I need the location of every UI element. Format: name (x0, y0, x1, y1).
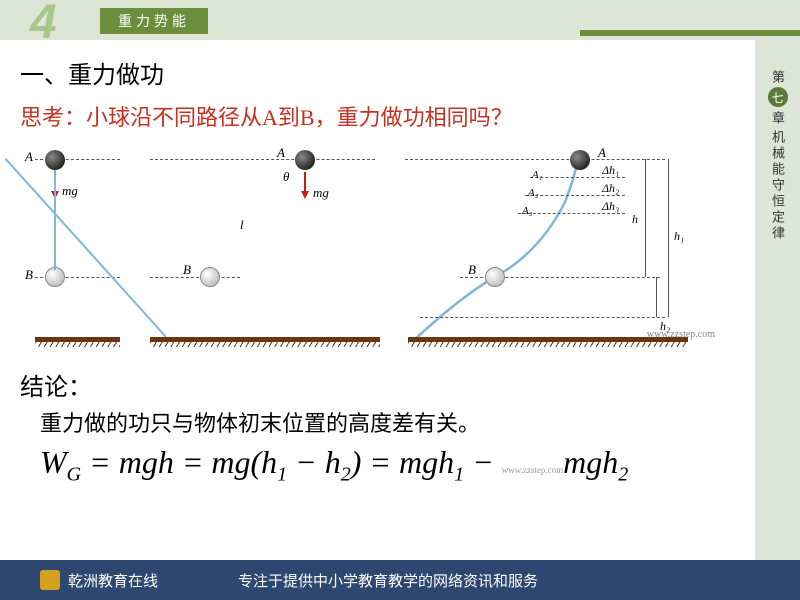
main-area: 一、重力做功 思考：小球沿不同路径从A到B，重力做功相同吗？ A mg B (0, 40, 800, 560)
content-area: 一、重力做功 思考：小球沿不同路径从A到B，重力做功相同吗？ A mg B (0, 40, 755, 560)
label-a1: A₁ (532, 169, 543, 181)
label-a: A (25, 149, 33, 165)
watermark: www.zzstep.com (647, 329, 715, 340)
label-l: l (240, 217, 244, 233)
side-label-bottom: 机械能守恒定律 (768, 130, 787, 242)
label-mg: mg (313, 185, 329, 201)
conclusion-text: 重力做的功只与物体初末位置的高度差有关。 (40, 406, 735, 438)
label-a: A (598, 145, 606, 161)
chapter-title: 重力势能 (100, 8, 208, 34)
footer-tagline: 专注于提供中小学教育教学的网络资讯和服务 (238, 570, 538, 591)
label-mg: mg (62, 183, 78, 199)
sidebar: 第 七 章 机械能守恒定律 (755, 40, 800, 560)
question-text: 思考：小球沿不同路径从A到B，重力做功相同吗？ (20, 100, 735, 132)
label-theta: θ (283, 169, 289, 185)
label-a2: A₂ (528, 187, 539, 199)
conclusion-label: 结论： (20, 367, 735, 402)
diagram-incline: A mg θ B l (145, 147, 385, 347)
footer-logo-icon (40, 570, 60, 590)
label-a: A (277, 145, 285, 161)
header-stripe (580, 30, 800, 36)
side-label-top: 第 (768, 70, 787, 83)
diagram-curve: A B A₁ A₂ A₃ Δh₁ Δh₂ Δh₃ h h₁ h₂ (400, 147, 700, 347)
diagram-row: A mg B A mg θ B l (20, 147, 735, 347)
formula: WG = mgh = mg(h1 − h2) = mgh1 − www.zzst… (40, 444, 735, 486)
label-dh1: Δh₁ (602, 163, 619, 178)
footer-brand: 乾洲教育在线 (68, 570, 158, 591)
diagram-vertical: A mg B (20, 147, 130, 347)
label-h1: h₁ (674, 229, 684, 244)
section-title: 一、重力做功 (20, 55, 735, 90)
label-b: B (183, 262, 191, 278)
label-b: B (468, 262, 476, 278)
side-chapter-circle: 七 (768, 87, 788, 107)
slide-footer: 乾洲教育在线 专注于提供中小学教育教学的网络资讯和服务 (0, 560, 800, 600)
label-b: B (25, 267, 33, 283)
slide-header: 4 重力势能 (0, 0, 800, 40)
label-a3: A₃ (522, 205, 533, 217)
label-dh2: Δh₂ (602, 181, 619, 196)
label-dh3: Δh₃ (602, 199, 619, 214)
label-h: h (632, 212, 638, 227)
side-label-mid: 章 (768, 111, 787, 124)
